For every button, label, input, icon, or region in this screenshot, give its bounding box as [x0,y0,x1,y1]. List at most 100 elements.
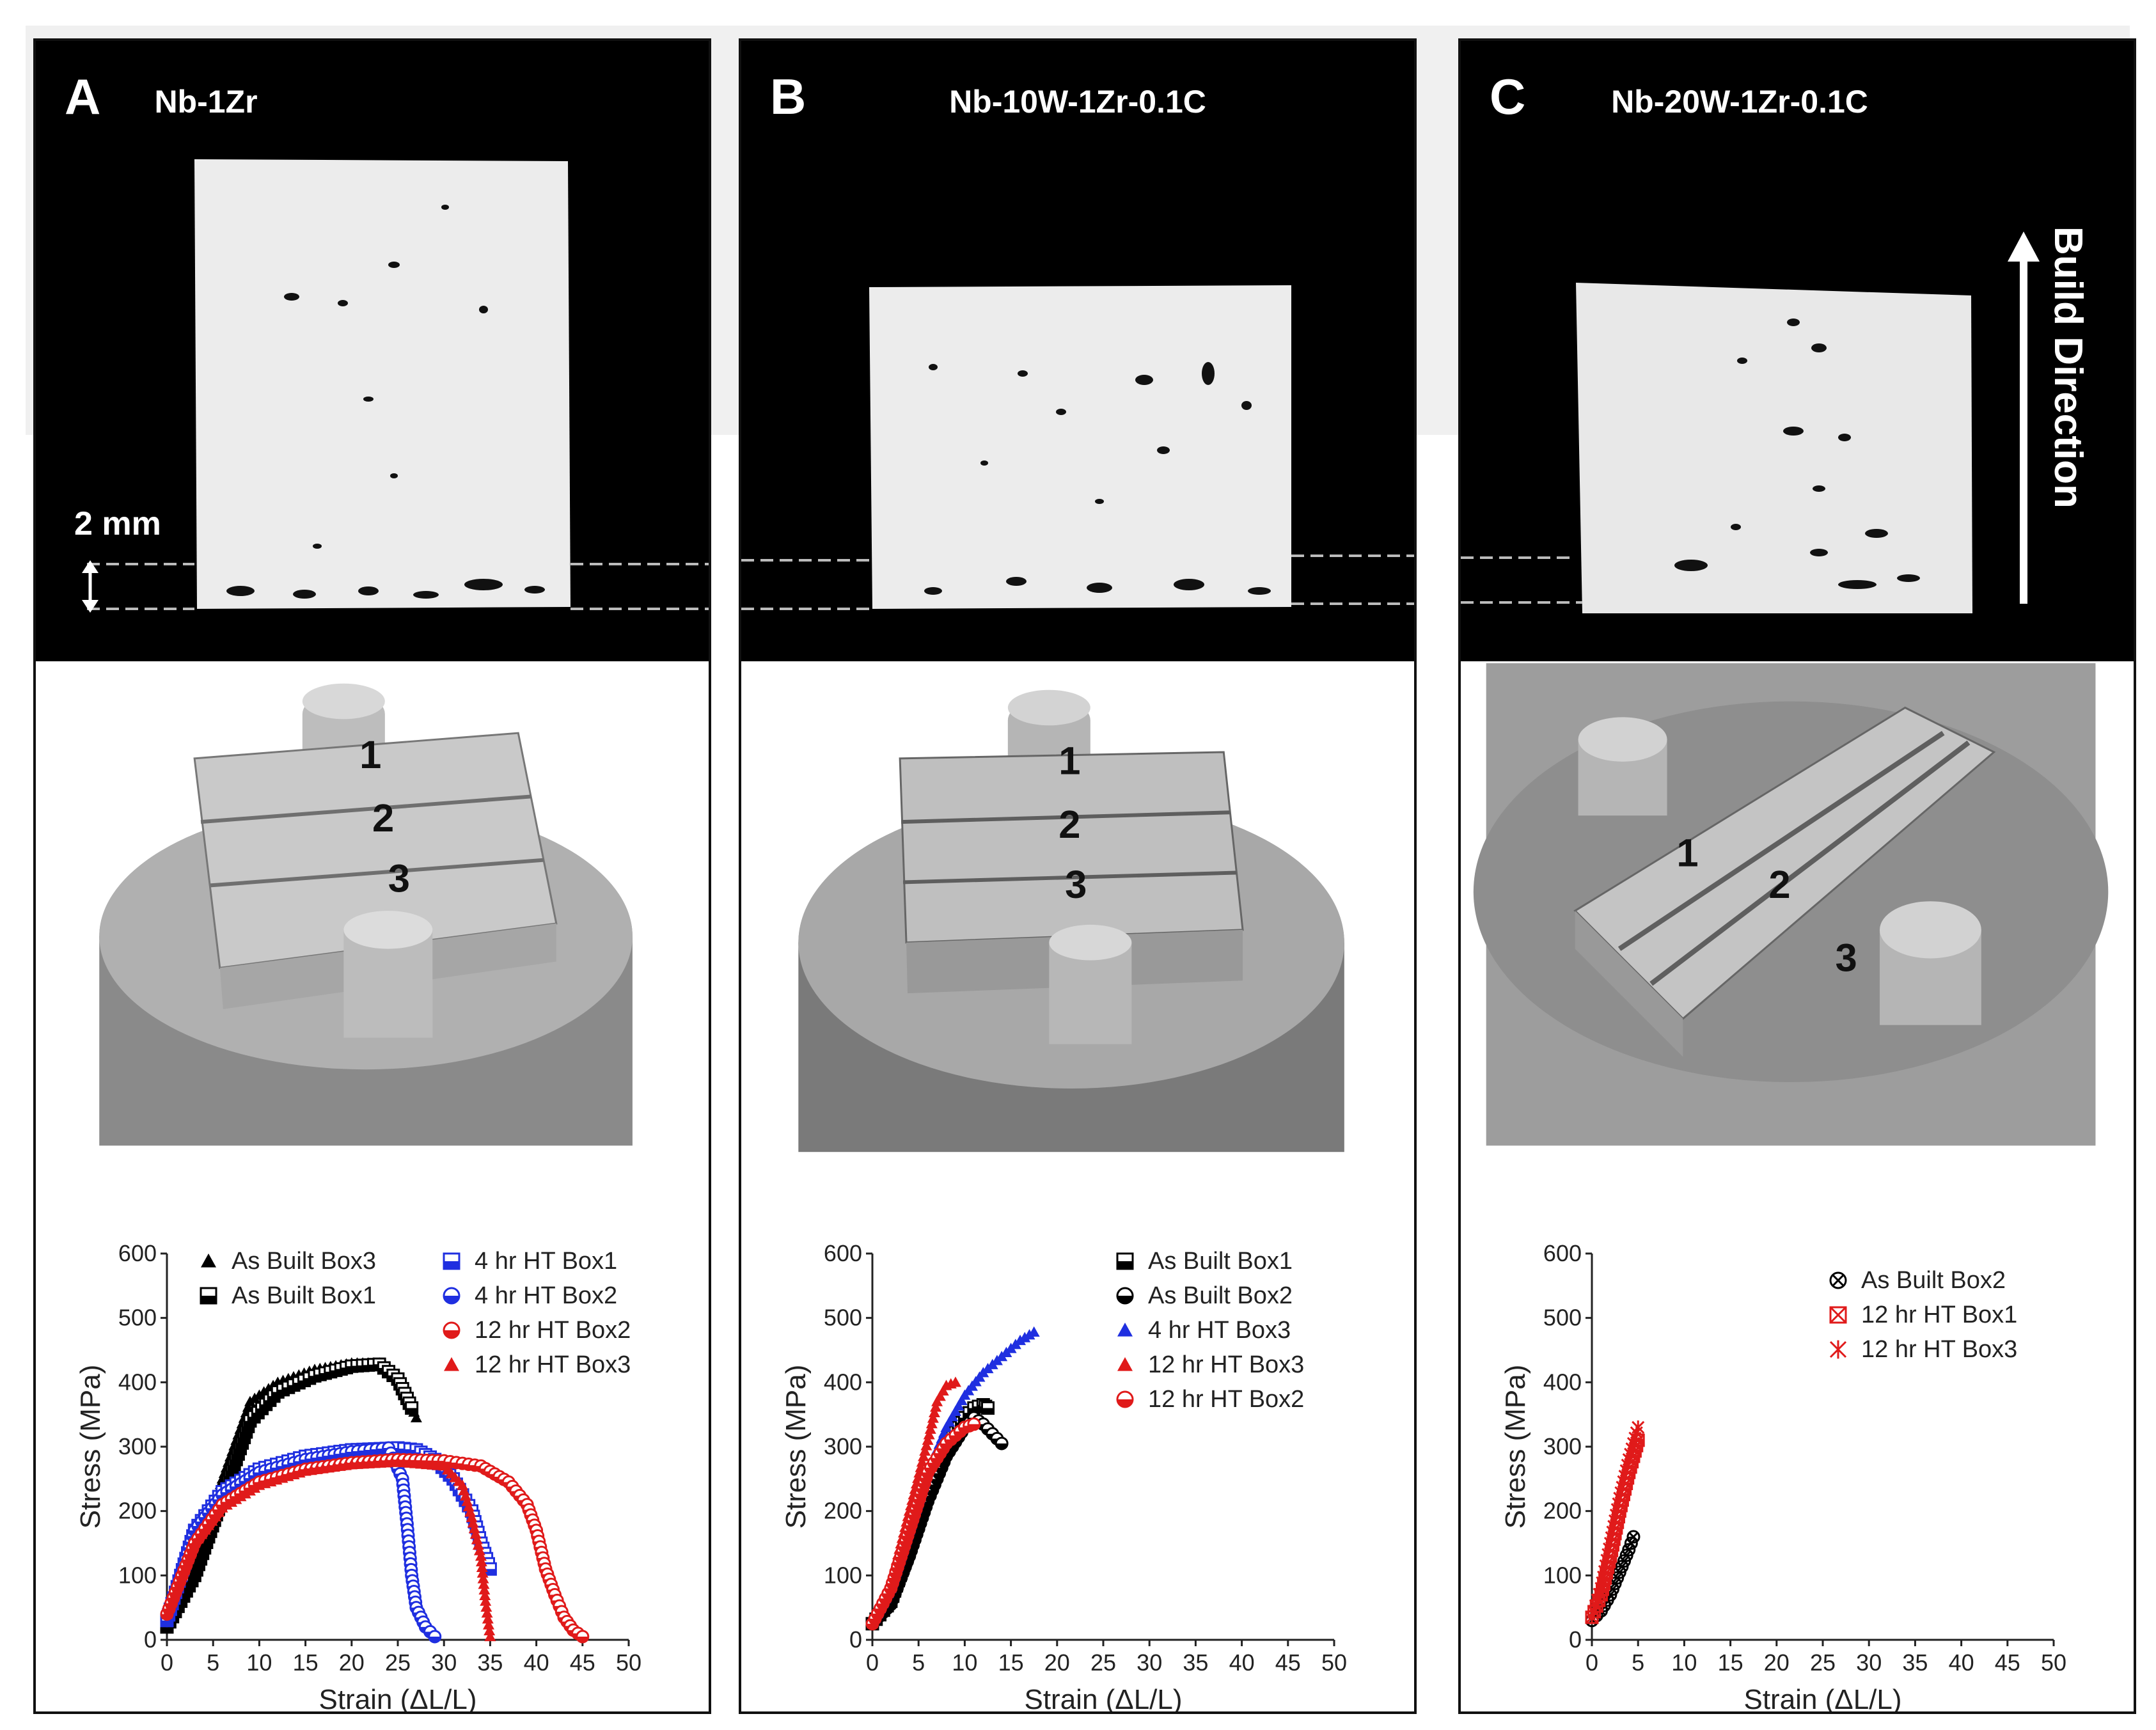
specimen-label-3: 3 [1065,863,1087,907]
legend-entry: 12 hr HT Box3 [1829,1336,2017,1363]
data-point [469,1528,482,1539]
legend-marker [443,1321,460,1339]
panel-c: C Nb-20W-1Zr-0.1C Build Direction 1 [1458,38,2136,1714]
y-tick-label: 500 [824,1305,862,1331]
y-tick-label: 400 [1543,1369,1582,1395]
build-direction-label: Build Direction [2046,226,2090,508]
axes: 0 5 10 15 20 25 30 35 40 45 500100200300400500600S… [1500,1240,2066,1714]
data-point [940,1421,952,1432]
panel-title: Nb-10W-1Zr-0.1C [949,84,1206,120]
data-point [171,1581,184,1592]
legend-entry: 4 hr HT Box3 [1117,1317,1291,1344]
specimen-photo-b: 1 2 3 [798,689,1344,1152]
legend-entry: 12 hr HT Box1 [1829,1301,2017,1328]
data-point [956,1394,968,1406]
data-point [917,1451,929,1461]
data-point [477,1573,489,1584]
data-point [981,1401,995,1415]
x-tick-label: 45 [1995,1649,2020,1676]
legend-entry: 12 hr HT Box2 [443,1317,631,1344]
specimen-label-2: 2 [1768,863,1790,907]
y-tick-label: 200 [1543,1498,1582,1524]
data-point [462,1500,475,1512]
data-point [943,1416,956,1427]
specimen-label-1: 1 [1058,739,1080,783]
x-tick-label: 20 [339,1649,365,1676]
data-point [482,1619,494,1630]
x-axis-label: Strain (ΔL/L) [319,1684,476,1714]
panel-b: B Nb-10W-1Zr-0.1C 1 2 [739,38,1417,1714]
data-point [458,1484,470,1495]
data-point [467,1517,479,1528]
y-axis-label: Stress (MPa) [75,1365,106,1529]
legend-label: As Built Box1 [232,1282,376,1309]
series-1 [160,1357,419,1634]
series-2 [1585,1420,1645,1624]
legend-marker [444,1357,459,1371]
x-tick-label: 25 [385,1649,411,1676]
panel-letter: C [1490,68,1526,125]
series-0 [161,1357,422,1629]
y-tick-label: 400 [824,1369,862,1395]
x-tick-label: 50 [1321,1649,1347,1676]
data-point [928,1406,940,1417]
x-axis-label: Strain (ΔL/L) [1024,1684,1182,1714]
legend-entry: As Built Box2 [1116,1282,1293,1309]
stress-strain-chart-c: 0 5 10 15 20 25 30 35 40 45 500100200300400500600S… [1500,1240,2066,1714]
specimen-label-1: 1 [359,733,381,777]
stress-strain-chart-a: 0 5 10 15 20 25 30 35 40 45 500100200300400500600S… [75,1240,641,1714]
data-point [478,1584,491,1595]
x-tick-label: 15 [293,1649,319,1676]
legend-label: 4 hr HT Box3 [1148,1317,1291,1344]
specimen-label-3: 3 [1836,936,1857,980]
data-point [176,1570,188,1581]
data-point [239,1488,251,1498]
legend-marker [443,1287,460,1305]
legend-entry: As Built Box1 [200,1282,376,1309]
data-point [1023,1329,1035,1340]
data-point [1019,1332,1031,1342]
legend-marker [1116,1287,1134,1305]
data-point [484,1630,496,1642]
x-tick-label: 10 [246,1649,272,1676]
x-tick-label: 10 [1671,1649,1697,1676]
axes: 0 5 10 15 20 25 30 35 40 45 500100200300400500600S… [75,1240,641,1714]
x-axis-label: Strain (ΔL/L) [1743,1684,1901,1714]
data-point [475,1550,487,1561]
panel-letter: A [65,68,101,125]
data-point [995,1436,1009,1451]
legend-entry: 12 hr HT Box3 [444,1351,631,1378]
x-tick-label: 35 [477,1649,503,1676]
data-point [1632,1420,1645,1435]
legend-marker [200,1287,217,1305]
y-axis-label: Stress (MPa) [780,1365,812,1529]
x-tick-label: 5 [912,1649,925,1676]
y-tick-label: 600 [824,1240,862,1266]
data-point [169,1586,182,1597]
x-tick-label: 45 [570,1649,595,1676]
legend-marker [1117,1323,1133,1337]
data-point [480,1595,492,1606]
data-point [1626,1530,1641,1544]
x-tick-label: 30 [1137,1649,1162,1676]
x-tick-label: 5 [1632,1649,1644,1676]
legend-entry: 12 hr HT Box2 [1116,1386,1304,1413]
x-tick-label: 35 [1902,1649,1928,1676]
data-point [230,1493,242,1504]
data-point [927,1412,939,1423]
data-point [459,1490,471,1501]
data-point [949,1405,961,1416]
series-5 [161,1456,496,1642]
data-point [472,1539,484,1550]
data-point [468,1522,480,1534]
data-point [1014,1334,1027,1346]
y-tick-label: 300 [824,1433,862,1459]
data-point [947,1411,959,1422]
legend-label: 4 hr HT Box1 [475,1248,617,1275]
data-point [924,1423,936,1434]
x-tick-label: 50 [616,1649,641,1676]
data-point [461,1495,473,1506]
data-point [405,1401,419,1415]
panel-letter: B [770,68,807,125]
data-point [163,1603,175,1614]
